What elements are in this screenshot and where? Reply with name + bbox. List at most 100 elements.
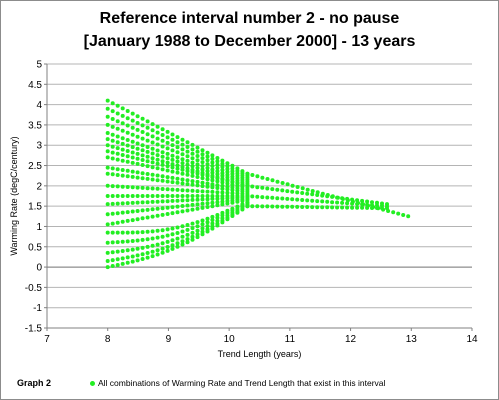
data-point xyxy=(295,204,300,209)
data-point xyxy=(200,218,205,223)
data-point xyxy=(365,202,370,207)
data-point xyxy=(285,196,290,201)
data-point xyxy=(105,259,110,263)
data-point xyxy=(210,218,215,222)
data-point xyxy=(120,184,125,189)
data-point xyxy=(220,202,225,207)
data-point xyxy=(370,203,374,208)
data-point xyxy=(210,175,215,180)
data-point xyxy=(165,135,170,140)
data-point xyxy=(195,228,200,233)
data-point xyxy=(230,200,235,205)
data-point xyxy=(225,196,230,201)
data-point xyxy=(110,124,115,129)
data-point xyxy=(105,143,110,148)
graph-label: Graph 2 xyxy=(17,378,52,388)
data-point xyxy=(155,153,160,158)
data-point xyxy=(320,193,325,198)
data-point xyxy=(210,170,215,175)
data-point xyxy=(130,254,135,259)
data-point xyxy=(140,143,145,148)
data-point xyxy=(255,204,260,209)
data-point xyxy=(300,205,305,209)
data-point xyxy=(230,182,235,187)
data-point xyxy=(310,192,315,197)
data-point xyxy=(245,183,250,188)
data-point xyxy=(170,246,175,251)
data-point xyxy=(220,213,225,218)
data-point xyxy=(105,202,110,207)
data-point xyxy=(130,247,135,252)
data-point xyxy=(125,168,130,173)
data-point xyxy=(155,124,160,129)
data-point xyxy=(180,137,185,142)
data-point xyxy=(190,234,195,239)
data-point xyxy=(130,194,135,198)
data-point xyxy=(406,214,411,219)
data-point xyxy=(165,140,170,145)
data-point xyxy=(140,237,145,242)
data-point xyxy=(120,201,125,206)
data-point xyxy=(115,211,120,216)
data-point xyxy=(205,177,210,182)
data-point xyxy=(135,127,140,132)
data-point xyxy=(150,177,155,182)
y-tick-label: 3 xyxy=(36,141,42,152)
data-point xyxy=(170,194,175,198)
data-point xyxy=(185,240,190,245)
data-point xyxy=(155,242,160,247)
data-point xyxy=(355,198,360,203)
data-point xyxy=(150,214,155,219)
data-point xyxy=(205,201,210,206)
data-point xyxy=(200,160,205,165)
data-point xyxy=(110,101,115,106)
data-point xyxy=(140,185,145,190)
data-point xyxy=(130,169,135,174)
data-point xyxy=(145,207,150,212)
data-point xyxy=(170,232,175,237)
data-point xyxy=(310,205,315,210)
data-point xyxy=(155,248,160,253)
data-point xyxy=(275,179,280,184)
data-point xyxy=(120,128,125,133)
data-point xyxy=(135,175,140,180)
data-point xyxy=(110,109,115,114)
data-point xyxy=(200,172,205,177)
data-point xyxy=(220,183,225,188)
data-point xyxy=(120,121,125,126)
data-point xyxy=(170,180,175,185)
data-point xyxy=(210,153,215,158)
data-point xyxy=(280,204,285,209)
data-point xyxy=(200,156,205,161)
data-point xyxy=(130,155,135,160)
data-point xyxy=(225,164,230,169)
data-point xyxy=(130,200,135,205)
data-point xyxy=(220,186,225,191)
data-point xyxy=(155,130,160,135)
data-point xyxy=(225,167,230,171)
data-point xyxy=(215,186,220,190)
data-point xyxy=(105,122,110,127)
data-point xyxy=(200,201,205,206)
data-point xyxy=(115,157,120,162)
data-point xyxy=(135,238,140,243)
data-point xyxy=(135,151,140,156)
data-point xyxy=(140,257,145,261)
data-point xyxy=(130,150,135,155)
data-point xyxy=(165,239,170,244)
data-point xyxy=(185,182,190,187)
data-point xyxy=(205,216,210,221)
data-point xyxy=(165,156,170,161)
data-point xyxy=(205,154,210,159)
data-point xyxy=(175,187,180,192)
data-point xyxy=(120,230,125,235)
data-point xyxy=(115,134,120,139)
data-point xyxy=(105,265,110,270)
data-point xyxy=(170,226,175,231)
data-point xyxy=(110,250,115,255)
data-point xyxy=(205,174,210,178)
data-point xyxy=(230,191,235,196)
data-point xyxy=(115,240,120,245)
data-point xyxy=(195,154,200,158)
